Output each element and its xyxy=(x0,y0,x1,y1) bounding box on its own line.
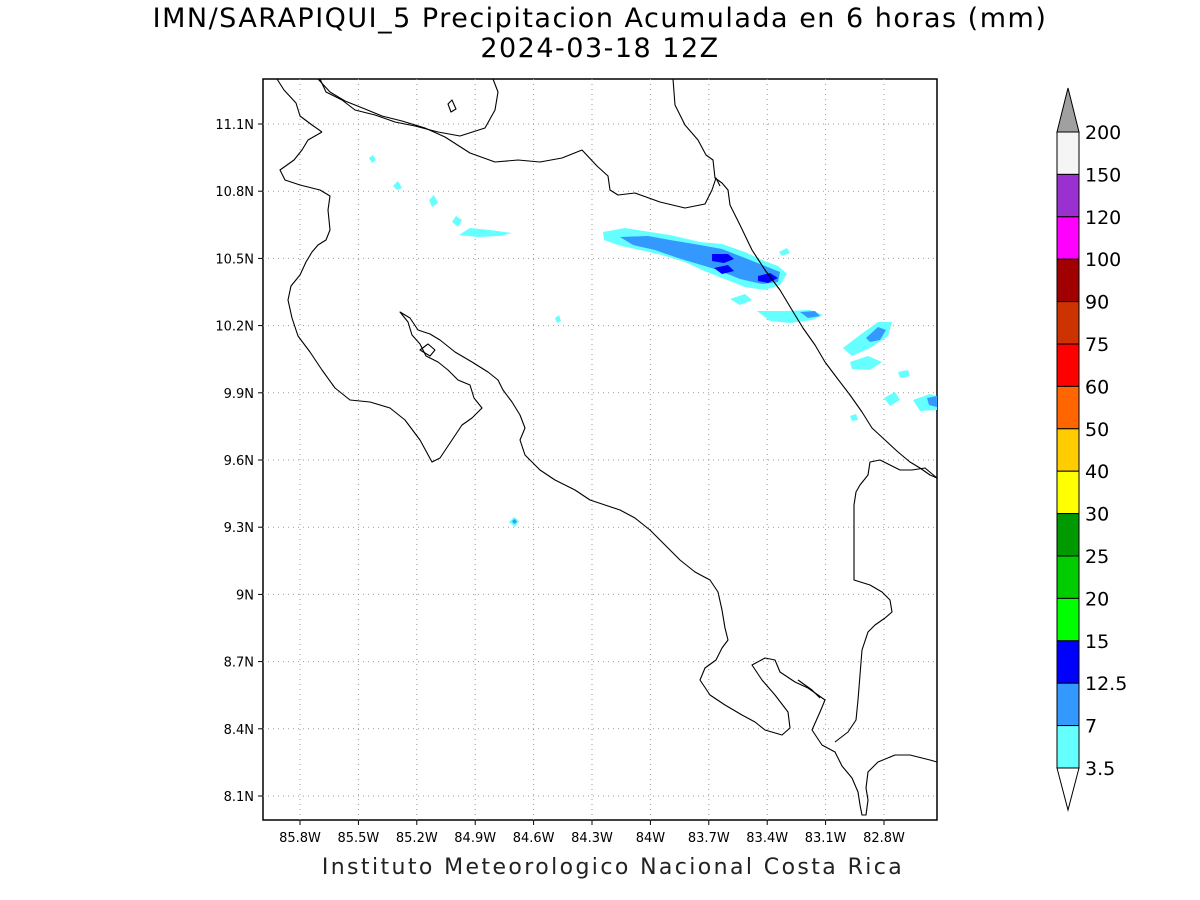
precip-area-3_5mm xyxy=(452,216,462,227)
x-tick-label: 85.5W xyxy=(337,831,379,846)
colorbar-swatch xyxy=(1056,385,1080,430)
colorbar-swatch xyxy=(1056,470,1080,515)
nicaragua-pacific-coast xyxy=(276,78,323,133)
colorbar-swatch xyxy=(1056,428,1080,472)
precip-area-12_5mm xyxy=(714,265,734,274)
precip-area-12_5mm xyxy=(712,254,734,263)
colorbar-swatch xyxy=(1056,173,1080,218)
colorbar-label: 20 xyxy=(1085,588,1109,610)
lake-island xyxy=(447,99,457,113)
colorbar-swatch xyxy=(1056,682,1080,727)
y-tick-label: 9.9N xyxy=(224,387,254,402)
colorbar-label: 7 xyxy=(1085,716,1097,738)
precip-area-3_5mm xyxy=(898,370,910,378)
colorbar-label: 30 xyxy=(1085,504,1109,526)
precipitation-field xyxy=(369,155,937,527)
precip-area-3_5mm xyxy=(730,294,752,305)
x-tick-label: 84W xyxy=(636,831,666,846)
map-subtitle-date: 2024-03-18 12Z xyxy=(480,33,720,64)
precip-area-3_5mm xyxy=(429,195,438,207)
x-tick-label: 83.7W xyxy=(688,831,730,846)
y-tick-label: 10.8N xyxy=(215,185,254,200)
precip-area-7mm xyxy=(620,236,780,284)
lake-nicaragua-shore xyxy=(319,78,499,137)
x-tick-label: 85.2W xyxy=(396,831,438,846)
colorbar-label: 100 xyxy=(1085,249,1121,271)
colorbar-label: 75 xyxy=(1085,334,1109,356)
y-tick-label: 10.2N xyxy=(215,320,254,335)
precip-area-3_5mm xyxy=(850,356,882,370)
y-tick-label: 8.7N xyxy=(224,656,254,671)
colorbar-label: 3.5 xyxy=(1085,758,1115,780)
precip-area-3_5mm xyxy=(369,155,376,163)
colorbar-label: 200 xyxy=(1085,122,1121,144)
colorbar-label: 12.5 xyxy=(1085,673,1127,695)
precip-area-7mm xyxy=(927,396,937,407)
footer-credit: Instituto Meteorologico Nacional Costa R… xyxy=(321,855,905,880)
caribbean-coast xyxy=(672,78,938,479)
x-tick-label: 84.3W xyxy=(571,831,613,846)
x-tick-label: 84.6W xyxy=(513,831,555,846)
precip-area-7mm xyxy=(512,519,517,524)
golfo-dulce-coast xyxy=(797,679,821,699)
precip-area-3_5mm xyxy=(884,392,900,406)
pacific-coast xyxy=(279,131,938,816)
map-grid xyxy=(263,79,937,820)
y-tick-label: 9.3N xyxy=(224,521,254,536)
coastlines-and-borders xyxy=(276,78,938,816)
y-tick-label: 8.1N xyxy=(224,790,254,805)
colorbar-label: 60 xyxy=(1085,376,1109,398)
precip-area-7mm xyxy=(800,311,820,318)
x-tick-label: 83.1W xyxy=(805,831,847,846)
colorbar-label: 25 xyxy=(1085,546,1109,568)
map-title: IMN/SARAPIQUI_5 Precipitacion Acumulada … xyxy=(152,3,1048,34)
x-tick-label: 85.8W xyxy=(279,831,321,846)
x-tick-label: 82.8W xyxy=(863,831,905,846)
map-frame xyxy=(262,78,938,821)
longitude-axis: 85.8W 85.5W 85.2W 84.9W 84.6W 84.3W 84W 83.7W 83… xyxy=(279,820,905,846)
y-tick-label: 8.4N xyxy=(224,723,254,738)
colorbar-swatch xyxy=(1056,131,1080,175)
nicoya-lagoon xyxy=(419,343,436,357)
precip-area-7mm xyxy=(866,327,886,342)
colorbar-top-arrow xyxy=(1056,87,1080,133)
colorbar-label: 150 xyxy=(1085,164,1121,186)
y-tick-label: 9N xyxy=(236,588,254,603)
y-tick-label: 11.1N xyxy=(215,118,254,133)
colorbar-swatch xyxy=(1056,725,1080,769)
colorbar-label: 90 xyxy=(1085,292,1109,314)
colorbar-label: 50 xyxy=(1085,419,1109,441)
y-tick-label: 9.6N xyxy=(224,454,254,469)
nicaragua-costa-rica-border xyxy=(317,78,721,209)
colorbar-label: 120 xyxy=(1085,207,1121,229)
precip-area-3_5mm xyxy=(459,228,512,237)
colorbar-swatch xyxy=(1056,216,1080,260)
latitude-axis: 11.1N 10.8N 10.5N 10.2N 9.9N 9.6N 9.3N 9N 8.7N 8.… xyxy=(215,118,263,805)
colorbar-swatch xyxy=(1056,640,1080,684)
x-tick-label: 83.4W xyxy=(746,831,788,846)
costa-rica-panama-border xyxy=(834,459,938,743)
precipitation-colorbar: 200 150 120 100 90 75 60 50 40 30 25 20 15 12.5 7 3.5 xyxy=(1056,87,1127,812)
precip-area-3_5mm xyxy=(850,414,858,421)
y-tick-label: 10.5N xyxy=(215,252,254,267)
colorbar-bottom-arrow xyxy=(1056,767,1080,812)
precip-area-3_5mm xyxy=(393,181,402,190)
colorbar-swatch xyxy=(1056,301,1080,345)
x-tick-label: 84.9W xyxy=(454,831,496,846)
colorbar-label: 15 xyxy=(1085,631,1109,653)
precip-area-3_5mm xyxy=(779,248,790,256)
colorbar-swatch xyxy=(1056,258,1080,303)
precip-area-3_5mm xyxy=(555,315,561,323)
colorbar-swatch xyxy=(1056,597,1080,642)
colorbar-swatch xyxy=(1056,555,1080,599)
colorbar-label: 40 xyxy=(1085,461,1109,483)
colorbar-swatch xyxy=(1056,513,1080,557)
colorbar-swatch xyxy=(1056,343,1080,387)
